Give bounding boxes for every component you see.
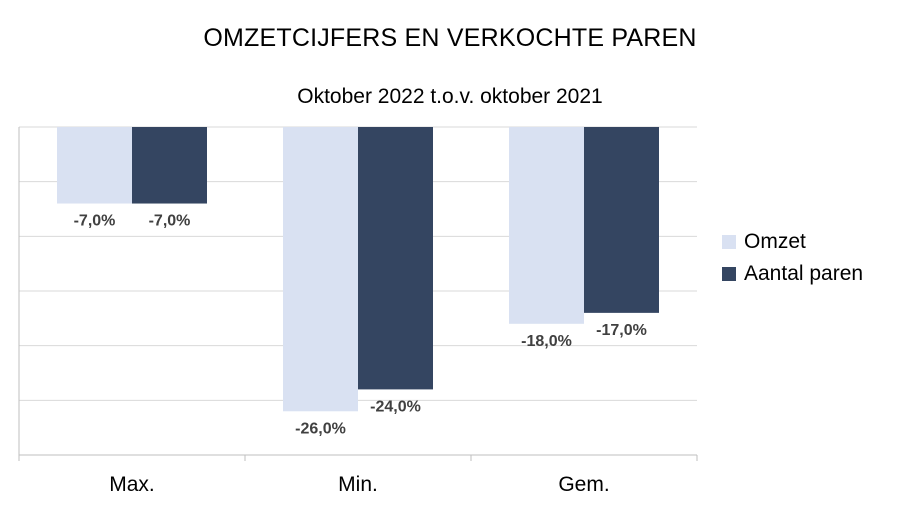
legend-label-omzet: Omzet — [744, 230, 806, 253]
legend-item-aantal-paren: Aantal paren — [722, 258, 863, 290]
bar-aantal-paren — [358, 127, 433, 390]
bar-omzet — [57, 127, 132, 204]
legend-label-aantal-paren: Aantal paren — [744, 262, 864, 285]
legend: Omzet Aantal paren — [722, 226, 863, 290]
data-label: -24,0% — [370, 398, 421, 415]
bar-omzet — [509, 127, 584, 324]
legend-swatch-omzet — [722, 235, 736, 249]
x-tick-label: Gem. — [558, 473, 609, 496]
legend-item-omzet: Omzet — [722, 226, 863, 258]
data-label: -17,0% — [596, 322, 647, 339]
data-label: -18,0% — [521, 333, 572, 350]
x-tick-label: Max. — [109, 473, 155, 496]
data-label: -7,0% — [149, 213, 191, 230]
legend-swatch-aantal-paren — [722, 267, 736, 281]
bar-aantal-paren — [132, 127, 207, 204]
chart-title: OMZETCIJFERS EN VERKOCHTE PAREN — [203, 24, 697, 52]
bar-aantal-paren — [584, 127, 659, 313]
chart-subtitle: Oktober 2022 t.o.v. oktober 2021 — [297, 85, 603, 108]
x-tick-label: Min. — [338, 473, 378, 496]
data-label: -7,0% — [74, 213, 116, 230]
data-label: -26,0% — [295, 420, 346, 437]
bar-omzet — [283, 127, 358, 412]
